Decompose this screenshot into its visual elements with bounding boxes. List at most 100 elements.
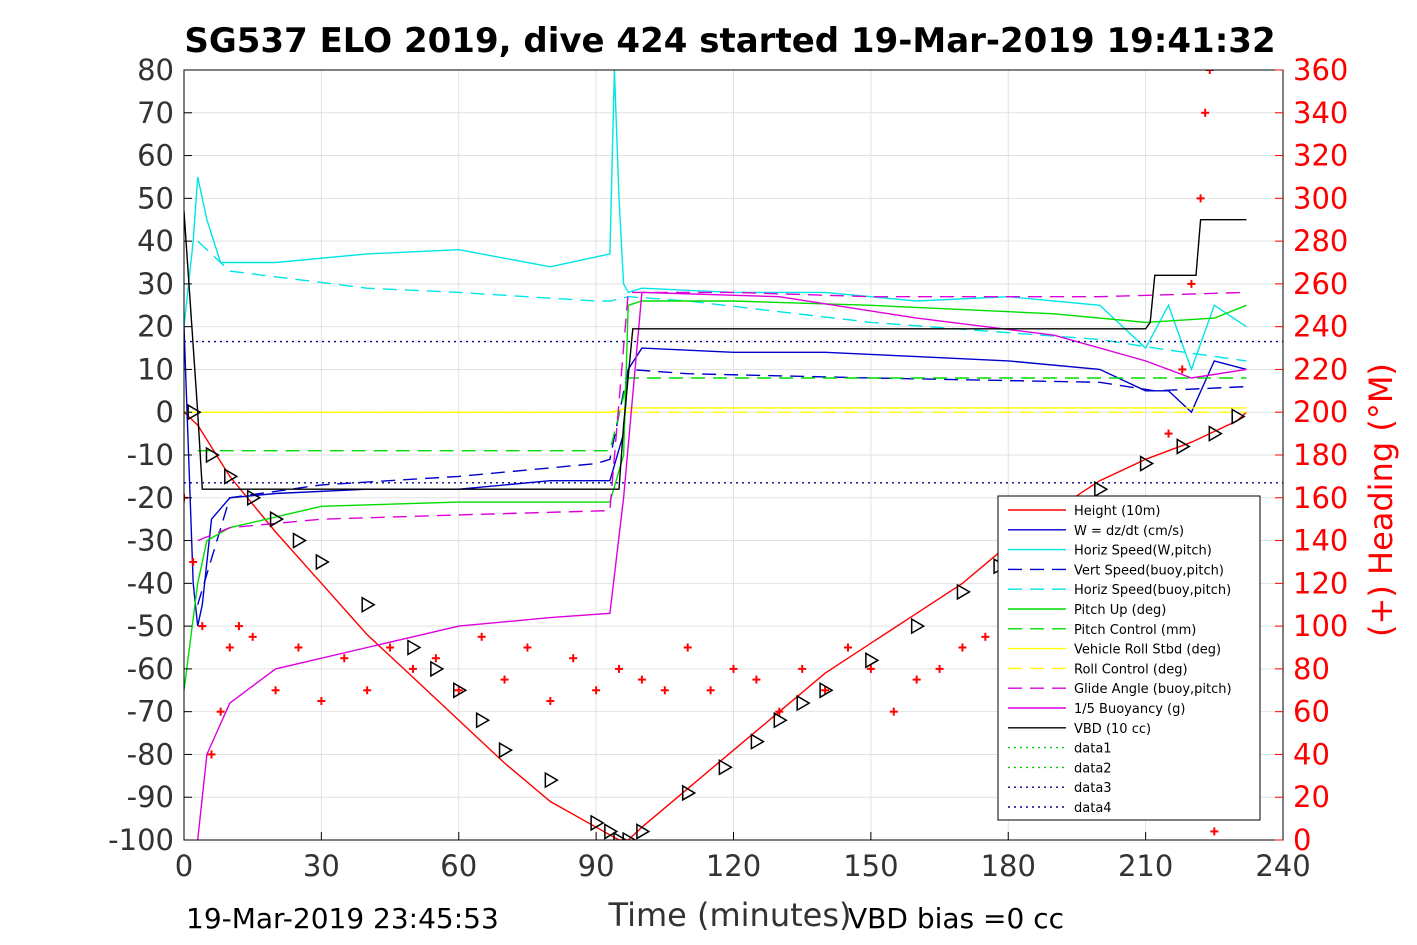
legend-label: data2 [1074, 761, 1112, 776]
legend-item: Vehicle Roll Stbd (deg) [1008, 643, 1221, 658]
triangle-marker [407, 639, 422, 656]
triangle-marker [773, 711, 788, 729]
footer-vbd-bias: VBD bias =0 cc [848, 902, 1064, 935]
legend-label: Pitch Up (deg) [1074, 603, 1166, 618]
y-right-tick-label: 40 [1293, 737, 1330, 771]
x-tick-label: 90 [578, 849, 615, 883]
y-right-tick-label: 80 [1293, 652, 1330, 686]
y-tick-label: 80 [137, 53, 174, 87]
heading-point [216, 707, 225, 716]
legend-item: Horiz Speed(buoy,pitch) [1008, 583, 1231, 598]
series-line-9 [197, 291, 1247, 542]
heading-point [706, 686, 715, 695]
heading-point [935, 664, 944, 673]
heading-point [981, 632, 990, 641]
heading-point [1178, 365, 1187, 374]
triangle-marker [590, 814, 605, 832]
heading-point [454, 686, 463, 695]
y-tick-label: 50 [137, 181, 174, 215]
legend-item: Vert Speed(buoy,pitch) [1008, 563, 1224, 578]
heading-point [363, 686, 372, 695]
heading-point [386, 643, 395, 652]
triangle-marker [430, 660, 445, 678]
y-right-tick-label: 220 [1293, 352, 1348, 386]
y-tick-label: 10 [137, 352, 174, 386]
triangle-marker [1176, 438, 1191, 455]
legend-label: Glide Angle (buoy,pitch) [1074, 682, 1232, 697]
y-tick-label: -60 [127, 652, 174, 686]
legend-label: 1/5 Buoyancy (g) [1074, 702, 1185, 717]
legend-label: data3 [1074, 781, 1112, 796]
y-right-tick-label: 180 [1293, 438, 1348, 472]
y-right-tick-label: 0 [1293, 823, 1311, 857]
y-tick-label: 40 [137, 224, 174, 258]
y-right-tick-label: 100 [1293, 609, 1348, 643]
x-tick-label: 150 [843, 849, 898, 883]
triangle-marker [453, 681, 468, 699]
footer-timestamp: 19-Mar-2019 23:45:53 [186, 902, 499, 935]
heading-point [729, 664, 738, 673]
triangle-marker [796, 694, 811, 712]
heading-point [569, 654, 578, 663]
y-right-tick-label: 20 [1293, 780, 1330, 814]
y-tick-label: -90 [127, 780, 174, 814]
legend-item: W = dz/dt (cm/s) [1008, 524, 1184, 539]
legend-label: Height (10m) [1074, 504, 1160, 519]
triangle-marker [865, 652, 880, 669]
legend-label: Pitch Control (mm) [1074, 623, 1196, 638]
y-right-tick-label: 320 [1293, 139, 1348, 173]
triangle-marker [292, 532, 307, 549]
triangle-marker [750, 733, 765, 750]
heading-point [294, 643, 303, 652]
x-tick-label: 240 [1255, 849, 1310, 883]
heading-point [271, 686, 280, 695]
legend-item: Glide Angle (buoy,pitch) [1008, 682, 1232, 697]
legend-label: Vehicle Roll Stbd (deg) [1074, 643, 1221, 658]
triangle-marker [475, 711, 491, 729]
x-tick-label: 120 [706, 849, 761, 883]
heading-point [843, 643, 852, 652]
heading-point [866, 664, 875, 673]
x-tick-label: 180 [981, 849, 1036, 883]
triangle-marker [718, 758, 733, 776]
legend-item: Pitch Control (mm) [1008, 623, 1196, 638]
heading-point [408, 664, 417, 673]
heading-point [340, 654, 349, 663]
x-tick-label: 30 [303, 849, 340, 883]
heading-point [189, 557, 198, 566]
triangle-marker [613, 831, 628, 840]
legend-item: 1/5 Buoyancy (g) [1008, 702, 1185, 717]
x-tick-label: 210 [1118, 849, 1173, 883]
heading-point [546, 696, 555, 705]
x-axis-label: Time (minutes) [608, 896, 852, 934]
y-tick-label: 0 [156, 395, 174, 429]
heading-point [317, 696, 326, 705]
heading-point [1164, 429, 1173, 438]
triangle-marker [636, 823, 651, 840]
heading-point [752, 675, 761, 684]
heading-point [821, 686, 830, 695]
legend-item: data1 [1008, 742, 1112, 757]
chart-title: SG537 ELO 2019, dive 424 started 19-Mar-… [184, 21, 1275, 61]
y-tick-label: -40 [127, 566, 174, 600]
legend-label: Vert Speed(buoy,pitch) [1074, 563, 1224, 578]
y-right-tick-label: 280 [1293, 224, 1348, 258]
heading-point [225, 643, 234, 652]
y-right-tick-label: 340 [1293, 96, 1348, 130]
plot-series [184, 70, 1283, 840]
y-right-tick-label: 140 [1293, 524, 1348, 558]
triangle-marker [498, 741, 514, 759]
y-right-tick-label: 260 [1293, 267, 1348, 301]
y-right-tick-label: 300 [1293, 181, 1348, 215]
legend-item: Roll Control (deg) [1008, 662, 1188, 677]
y-right-tick-label: 60 [1293, 695, 1330, 729]
x-tick-label: 60 [440, 849, 477, 883]
y-tick-label: -100 [108, 823, 174, 857]
legend-item: data2 [1008, 761, 1112, 776]
triangle-marker [1139, 455, 1155, 472]
heading-point [500, 675, 509, 684]
heading-point [198, 622, 207, 631]
legend-label: data1 [1074, 742, 1112, 757]
legend-item: data4 [1008, 801, 1112, 816]
legend-label: data4 [1074, 801, 1112, 816]
